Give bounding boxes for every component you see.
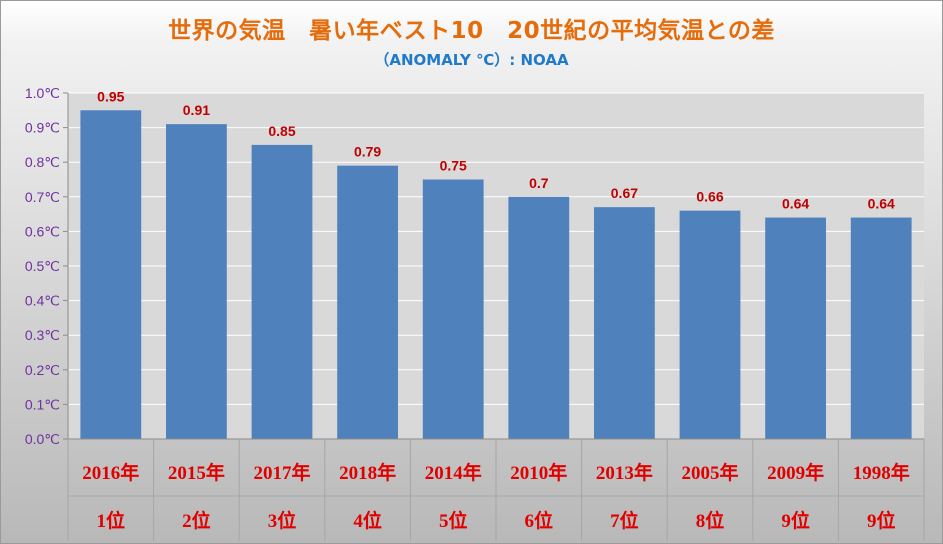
rank-label: 1位 (97, 509, 126, 532)
category-label: 2014年 (425, 461, 482, 484)
bar (508, 196, 570, 439)
bar (80, 110, 142, 440)
y-tick-label: 0.0℃ (25, 431, 60, 447)
bar (422, 179, 484, 439)
y-tick-label: 0.2℃ (25, 362, 60, 378)
y-axis: 0.0℃ 0.1℃ 0.2℃ 0.3℃ 0.4℃ 0.5℃ 0.6℃ 0.7℃ 0.8℃ 0.9℃… (25, 85, 69, 447)
data-label: 0.91 (183, 102, 210, 118)
y-tick-label: 0.3℃ (25, 327, 60, 343)
rank-label: 6位 (525, 509, 554, 532)
y-tick-label: 0.9℃ (25, 120, 60, 136)
data-label: 0.66 (696, 189, 723, 205)
bar (166, 124, 227, 439)
data-label: 0.75 (440, 158, 467, 174)
bar (251, 144, 313, 439)
bar (337, 165, 398, 439)
category-label: 2018年 (339, 461, 396, 484)
category-label: 1998年 (853, 461, 910, 484)
rank-label: 8位 (696, 509, 725, 532)
bar (679, 210, 741, 439)
chart-subtitle: （ANOMALY ℃）: NOAA (374, 51, 569, 69)
rank-label: 4位 (353, 509, 382, 532)
y-tick-label: 0.7℃ (25, 189, 60, 205)
bar (765, 217, 826, 439)
data-label: 0.79 (354, 144, 381, 160)
data-label: 0.64 (782, 196, 809, 212)
rank-label: 5位 (439, 509, 468, 532)
category-label: 2017年 (253, 461, 310, 484)
data-label: 0.7 (529, 175, 549, 191)
data-label: 0.95 (97, 88, 124, 104)
category-label: 2009年 (767, 461, 824, 484)
bars (80, 110, 912, 440)
category-label: 2013年 (596, 461, 653, 484)
category-table: 2016年 1位 2015年 2位 2017年 3位 2018年 4位 2014年 5位 2010年… (67, 438, 925, 541)
category-label: 2010年 (510, 461, 567, 484)
data-label: 0.85 (268, 123, 295, 139)
rank-label: 3位 (268, 509, 297, 532)
bar (594, 207, 655, 439)
y-tick-label: 0.1℃ (25, 396, 60, 412)
rank-label: 7位 (610, 509, 639, 532)
category-label: 2005年 (681, 461, 738, 484)
y-tick-label: 0.6℃ (25, 223, 60, 239)
data-label: 0.64 (868, 196, 895, 212)
rank-label: 9位 (867, 509, 896, 532)
data-labels: 0.95 0.91 0.85 0.79 0.75 0.7 0.67 0.66 0.64 0.64 (97, 88, 895, 211)
bar (850, 217, 912, 439)
rank-label: 2位 (182, 509, 211, 532)
data-label: 0.67 (611, 185, 638, 201)
category-label: 2016年 (82, 461, 139, 484)
y-tick-label: 1.0℃ (25, 85, 60, 101)
y-tick-label: 0.8℃ (25, 154, 60, 170)
chart-title: 世界の気温 暑い年ベスト10 20世紀の平均気温との差 (168, 18, 775, 44)
y-tick-label: 0.4℃ (25, 293, 60, 309)
rank-label: 9位 (781, 509, 810, 532)
category-label: 2015年 (168, 461, 225, 484)
y-tick-label: 0.5℃ (25, 258, 60, 274)
